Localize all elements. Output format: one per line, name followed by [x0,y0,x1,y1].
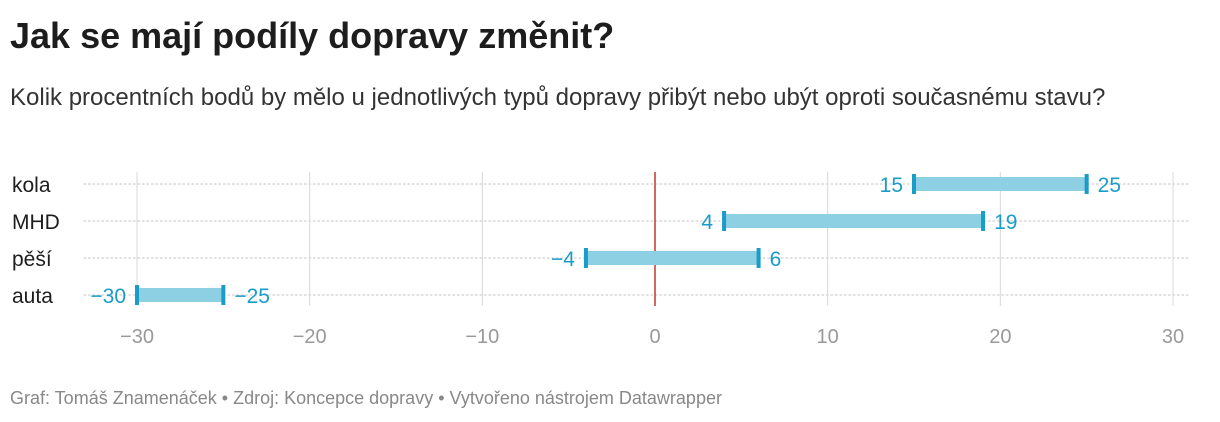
category-labels: kola MHD pěší auta [12,174,60,308]
range-end-marker [221,285,226,305]
range-end-label: 6 [770,248,782,271]
range-bar [585,251,759,265]
footer-source: Zdroj: Koncepce dopravy [233,388,434,408]
range-end-label: 19 [994,211,1017,234]
range-end-marker [981,211,986,231]
range-start-label: −4 [551,248,575,271]
range-start-marker [722,211,727,231]
range-end-label: 25 [1098,174,1121,197]
range-end-marker [756,248,761,268]
x-tick-label: 20 [989,326,1011,348]
row-gridlines [83,183,1189,296]
value-labels: 15 25 4 19 −4 6 −30 −25 [90,174,1121,308]
footer-author: Graf: Tomáš Znamenáček [10,388,217,408]
chart-footer: Graf: Tomáš Znamenáček • Zdroj: Koncepce… [10,386,722,410]
category-label: kola [12,174,51,197]
x-tick-label: −20 [293,326,327,348]
footer-separator: • [216,388,234,408]
x-tick-label: 0 [649,326,660,348]
chart-title: Jak se mají podíly dopravy změnit? [10,15,615,56]
grid-layer [136,172,1174,306]
category-label: auta [12,285,53,308]
range-start-marker [135,285,139,305]
chart-subtitle: Kolik procentních bodů by mělo u jednotl… [10,84,1106,111]
range-bars [135,174,1089,305]
footer-tool: Vytvořeno nástrojem Datawrapper [449,388,722,408]
range-end-label: −25 [234,285,270,308]
range-bar [914,177,1087,191]
range-end-marker [1084,174,1089,194]
x-tick-label: 30 [1162,326,1184,348]
range-start-marker [912,174,916,194]
x-tick-label: −10 [465,326,499,348]
category-label: pěší [12,248,52,271]
footer-separator: • [433,388,450,408]
range-bar [137,288,224,302]
range-start-label: 4 [701,211,713,234]
range-bar [724,214,984,228]
range-start-label: 15 [880,174,903,197]
range-start-label: −30 [90,285,126,308]
x-tick-label: −30 [120,326,154,348]
x-axis-ticks: −30 −20 −10 0 10 20 30 [120,326,1184,348]
range-start-marker [583,248,588,268]
x-tick-label: 10 [817,326,839,348]
category-label: MHD [12,211,60,234]
